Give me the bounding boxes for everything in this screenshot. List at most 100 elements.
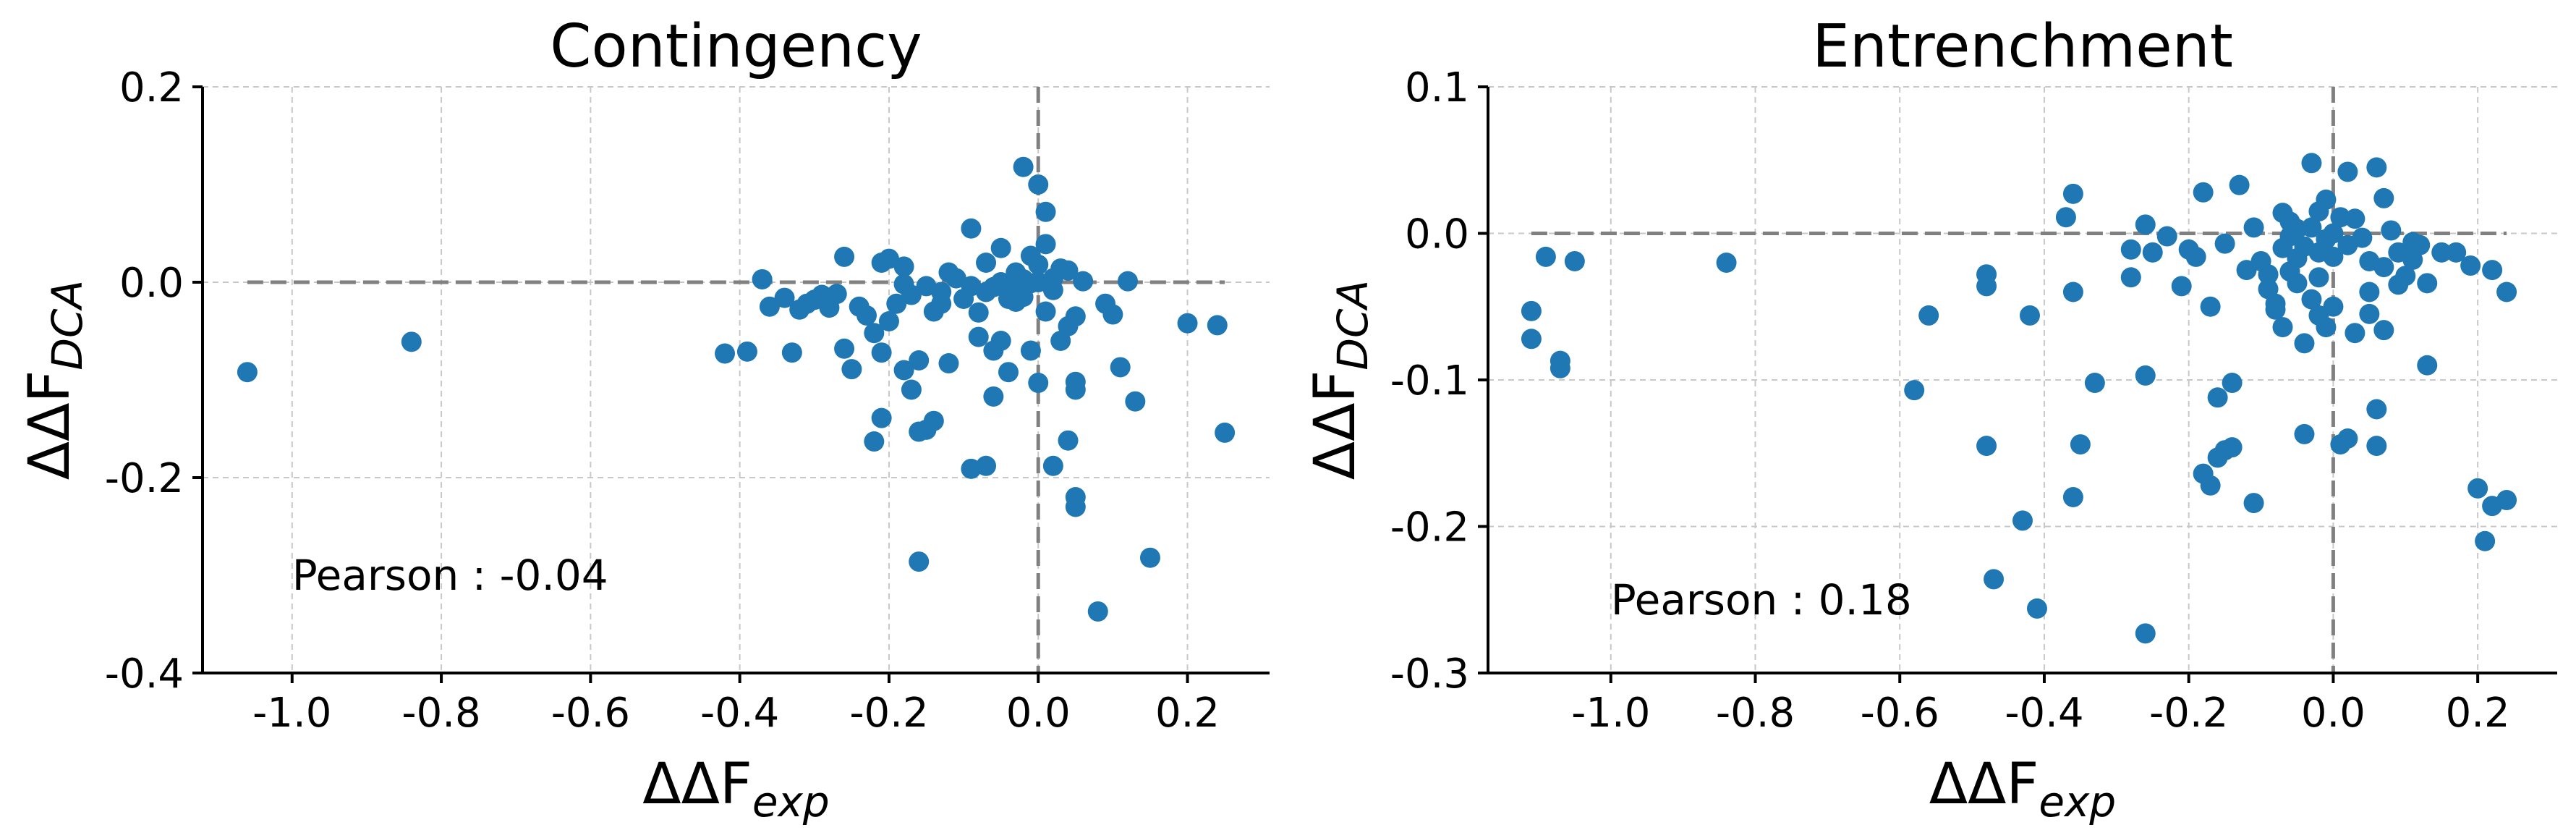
data-point: [2323, 246, 2344, 267]
data-point: [983, 386, 1004, 407]
x-tick-label: -1.0: [1571, 690, 1650, 737]
data-point: [2431, 242, 2452, 263]
data-point: [871, 407, 892, 428]
data-point: [1028, 254, 1049, 275]
data-point: [2366, 399, 2387, 420]
data-point: [2287, 273, 2308, 294]
data-point: [1535, 246, 1556, 267]
data-point: [2135, 623, 2156, 644]
data-point: [2373, 320, 2394, 341]
entrenchment-panel: -1.0 -0.8 -0.6 -0.4 -0.2 0.0 0.2 -0.3 -0.2 -0.1 0.…: [1303, 12, 2557, 826]
data-point: [2301, 289, 2322, 310]
data-point: [2200, 475, 2221, 496]
y-axis-label: ΔΔFDCA: [17, 280, 92, 480]
data-point: [878, 248, 899, 269]
data-point: [2417, 273, 2438, 294]
data-point: [2366, 436, 2387, 457]
data-point: [856, 305, 877, 326]
data-point: [1716, 253, 1737, 273]
data-point: [2120, 239, 2141, 260]
x-axis-label: ΔΔFexp: [1929, 752, 2116, 826]
chart-title: Contingency: [550, 12, 922, 81]
data-point: [2496, 490, 2517, 511]
data-point: [2185, 246, 2206, 267]
data-point: [2135, 214, 2156, 235]
data-point: [1177, 313, 1198, 334]
data-point: [901, 284, 922, 305]
data-point: [2214, 233, 2235, 254]
data-point: [1984, 569, 2005, 590]
chart-title: Entrenchment: [1812, 12, 2233, 81]
data-point: [864, 323, 885, 344]
data-point: [2156, 226, 2177, 247]
data-point: [2496, 282, 2517, 302]
x-tick-label: -0.8: [1716, 690, 1795, 737]
data-point: [2084, 373, 2105, 394]
data-point: [1564, 250, 1585, 271]
y-tick-label: 0.0: [119, 260, 184, 307]
data-point: [893, 360, 914, 381]
data-point: [961, 218, 982, 239]
data-point: [2373, 187, 2394, 208]
x-tick-label: -0.6: [1861, 690, 1939, 737]
data-point: [1065, 379, 1086, 400]
data-point: [2026, 598, 2047, 619]
data-point: [715, 343, 736, 364]
x-tick-label: 0.0: [1006, 690, 1071, 737]
data-point: [1087, 601, 1108, 622]
y-tick-label: 0.1: [1405, 64, 1469, 111]
data-point: [736, 341, 757, 362]
data-point: [893, 256, 914, 277]
data-point: [1521, 300, 1542, 321]
x-tick-label: -1.0: [252, 690, 331, 737]
data-point: [834, 338, 855, 359]
data-point: [1035, 234, 1056, 255]
data-point: [2200, 296, 2221, 317]
data-point: [2229, 174, 2250, 195]
data-point: [1035, 301, 1056, 322]
data-point: [1976, 436, 1997, 457]
data-point: [1065, 487, 1086, 507]
data-point: [752, 268, 773, 289]
data-point: [781, 342, 802, 363]
data-point: [2142, 242, 2163, 263]
data-point: [2243, 493, 2264, 514]
data-point: [2373, 257, 2394, 278]
data-point: [2460, 255, 2481, 276]
data-point: [237, 362, 258, 383]
data-point: [968, 326, 989, 347]
x-tick-label: -0.6: [551, 690, 630, 737]
data-point: [909, 551, 930, 572]
data-point: [990, 331, 1011, 351]
x-tick-label: 0.2: [2446, 690, 2510, 737]
data-point: [2359, 282, 2380, 302]
x-tick-label: -0.4: [700, 690, 779, 737]
data-point: [2337, 428, 2358, 449]
data-point: [841, 359, 862, 380]
y-tick-label: 0.2: [119, 64, 184, 111]
data-point: [1125, 391, 1146, 412]
data-point: [2070, 434, 2091, 455]
data-point: [2381, 220, 2402, 241]
x-tick-label: -0.4: [2005, 690, 2083, 737]
data-point: [2265, 299, 2286, 320]
data-point: [2359, 303, 2380, 324]
data-point: [1035, 201, 1056, 222]
data-point: [2410, 234, 2431, 255]
data-point: [1028, 174, 1049, 195]
data-point: [1207, 315, 1228, 336]
data-point: [1020, 340, 1041, 361]
x-tick-label: 0.2: [1155, 690, 1220, 737]
data-point: [2062, 183, 2083, 204]
data-point: [774, 287, 795, 308]
data-point: [1073, 271, 1094, 292]
data-point: [2467, 478, 2488, 499]
data-point: [909, 350, 930, 371]
data-point: [1215, 422, 1236, 443]
data-point: [1013, 156, 1034, 177]
data-point: [871, 342, 892, 363]
data-point: [2207, 387, 2228, 408]
y-tick-label: -0.2: [1390, 504, 1469, 551]
data-point: [2055, 207, 2076, 228]
data-point: [2352, 227, 2373, 248]
